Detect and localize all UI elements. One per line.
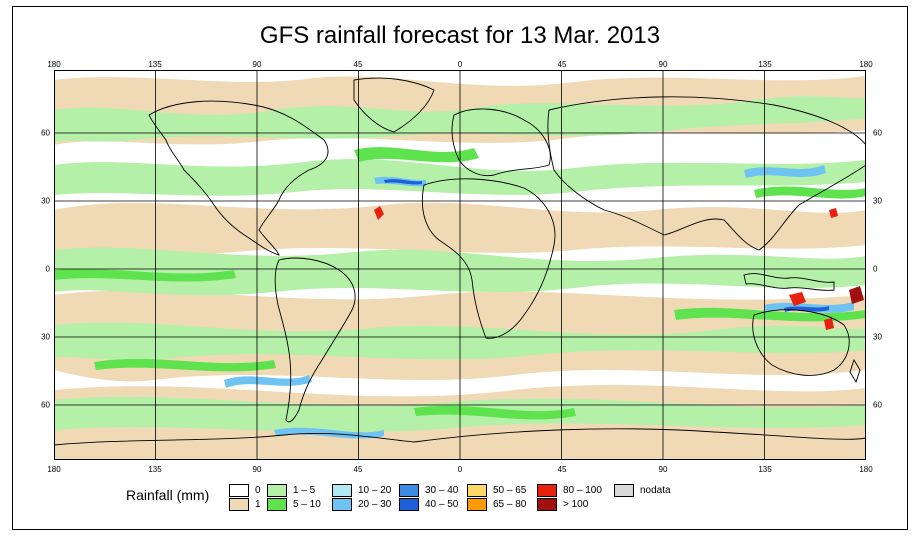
legend-swatch-0 — [229, 484, 249, 497]
new-zealand-outline — [849, 358, 861, 384]
lat-label-right: 30 — [873, 196, 882, 206]
australia-outline — [752, 309, 850, 376]
lon-label-bottom: 90 — [252, 465, 262, 474]
lon-label-top: 0 — [457, 60, 463, 69]
legend-swatch-7 — [399, 498, 419, 511]
graticule — [54, 70, 866, 460]
legend-swatch-4 — [332, 484, 352, 497]
lon-label-bottom: 180 — [859, 465, 873, 474]
legend-swatch-2 — [267, 484, 287, 497]
legend-label-0: 0 — [255, 485, 261, 496]
north-america-outline — [148, 100, 329, 256]
antarctica-outline — [54, 428, 866, 446]
lon-label-bottom: 0 — [457, 465, 463, 474]
legend-label-10: 80 – 100 — [563, 485, 602, 496]
legend-swatch-5 — [332, 498, 352, 511]
lon-label-top: 135 — [758, 60, 772, 69]
lon-label-bottom: 45 — [353, 465, 363, 474]
europe-outline — [451, 108, 551, 177]
lon-label-bottom: 90 — [658, 465, 668, 474]
lat-label-right: 60 — [873, 400, 882, 410]
map-canvas — [54, 70, 866, 460]
map-title: GFS rainfall forecast for 13 Mar. 2013 — [259, 22, 661, 49]
lon-label-bottom: 180 — [47, 465, 61, 474]
rain-5-10mm-areas — [54, 147, 866, 420]
legend-label-9: 65 – 80 — [493, 499, 527, 510]
legend-swatch-9 — [467, 498, 487, 511]
legend-swatch-12 — [614, 484, 634, 497]
lat-label-left: 60 — [41, 400, 50, 410]
lat-label-left: 30 — [41, 196, 50, 206]
lat-label-right: 30 — [873, 332, 882, 342]
legend-label-3: 5 – 10 — [293, 499, 321, 510]
rain-40-50mm-areas — [384, 179, 829, 312]
legend-label-2: 1 – 5 — [293, 485, 316, 496]
legend-swatch-6 — [399, 484, 419, 497]
lat-label-left: 0 — [45, 264, 50, 274]
legend-label-4: 10 – 20 — [358, 485, 392, 496]
lon-label-top: 180 — [47, 60, 61, 69]
legend-swatch-10 — [537, 484, 557, 497]
lon-label-top: 90 — [252, 60, 262, 69]
lon-label-top: 45 — [557, 60, 567, 69]
legend-title: Rainfall (mm) — [126, 487, 210, 503]
lon-label-top: 180 — [859, 60, 873, 69]
maritime-continent-outline — [743, 273, 835, 291]
legend-swatch-11 — [537, 498, 557, 511]
legend-swatch-1 — [229, 498, 249, 511]
legend-swatch-3 — [267, 498, 287, 511]
lat-label-left: 30 — [41, 332, 50, 342]
south-america-outline — [274, 257, 356, 423]
legend-label-11: > 100 — [563, 499, 589, 510]
legend-label-12: nodata — [640, 485, 671, 496]
map-border — [54, 70, 866, 460]
legend-label-7: 40 – 50 — [425, 499, 459, 510]
rain-heavy-areas — [374, 206, 864, 330]
lon-label-bottom: 45 — [557, 465, 567, 474]
lon-label-top: 90 — [658, 60, 668, 69]
lon-label-top: 135 — [148, 60, 162, 69]
legend-label-8: 50 – 65 — [493, 485, 527, 496]
coastlines — [54, 77, 866, 446]
lon-label-top: 45 — [353, 60, 363, 69]
legend-label-6: 30 – 40 — [425, 485, 459, 496]
lat-label-left: 60 — [41, 128, 50, 138]
legend-swatch-8 — [467, 484, 487, 497]
legend-label-5: 20 – 30 — [358, 499, 392, 510]
rainfall-map — [54, 70, 866, 460]
lat-label-right: 0 — [873, 264, 878, 274]
lon-label-bottom: 135 — [148, 465, 162, 474]
legend-label-1: 1 — [255, 499, 261, 510]
figure-frame — [12, 6, 908, 530]
greenland-outline — [353, 77, 435, 133]
lon-label-bottom: 135 — [758, 465, 772, 474]
africa-outline — [421, 178, 556, 339]
lat-label-right: 60 — [873, 128, 882, 138]
